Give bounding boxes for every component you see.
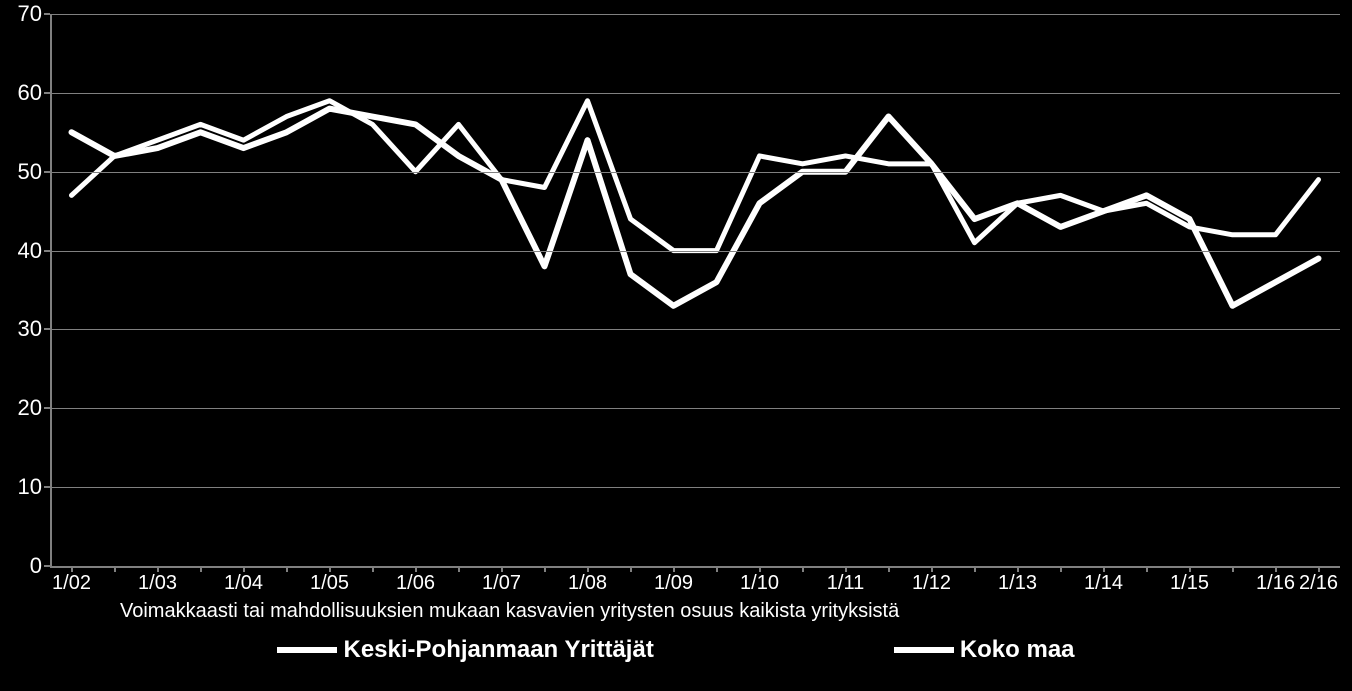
x-axis-label: 1/08 xyxy=(568,572,607,595)
x-tick xyxy=(1232,566,1234,572)
legend-marker xyxy=(277,647,337,653)
grid-line xyxy=(50,14,1340,15)
x-tick xyxy=(286,566,288,572)
x-tick xyxy=(372,566,374,572)
x-axis-label: 1/07 xyxy=(482,572,521,595)
x-axis-label: 1/09 xyxy=(654,572,693,595)
x-tick xyxy=(888,566,890,572)
x-tick xyxy=(200,566,202,572)
legend-item-series2: Koko maa xyxy=(894,636,1075,664)
x-tick xyxy=(630,566,632,572)
grid-line xyxy=(50,251,1340,252)
x-tick xyxy=(716,566,718,572)
grid-line xyxy=(50,93,1340,94)
x-axis-label: 1/11 xyxy=(827,572,864,595)
x-axis-label: 1/05 xyxy=(310,572,349,595)
x-axis-label: 1/14 xyxy=(1084,572,1123,595)
x-axis-label: 1/15 xyxy=(1170,572,1209,595)
y-tick xyxy=(44,171,50,173)
y-axis-label: 20 xyxy=(2,395,42,421)
x-tick xyxy=(802,566,804,572)
y-tick xyxy=(44,407,50,409)
x-axis-label: 2/16 xyxy=(1299,572,1338,595)
legend-marker xyxy=(894,647,954,653)
x-axis-label: 1/03 xyxy=(138,572,177,595)
plot-area xyxy=(50,14,1340,566)
grid-line xyxy=(50,408,1340,409)
x-axis-label: 1/16 xyxy=(1256,572,1295,595)
y-tick xyxy=(44,486,50,488)
legend-item-series1: Keski-Pohjanmaan Yrittäjät xyxy=(277,636,653,664)
y-axis-label: 70 xyxy=(2,1,42,27)
y-axis-label: 50 xyxy=(2,159,42,185)
x-tick xyxy=(114,566,116,572)
x-tick xyxy=(544,566,546,572)
y-axis-label: 60 xyxy=(2,80,42,106)
x-axis-label: 1/06 xyxy=(396,572,435,595)
y-tick xyxy=(44,250,50,252)
x-axis-label: 1/02 xyxy=(52,572,91,595)
grid-line xyxy=(50,487,1340,488)
x-tick xyxy=(1146,566,1148,572)
grid-line xyxy=(50,329,1340,330)
y-tick xyxy=(44,13,50,15)
x-axis-label: 1/12 xyxy=(912,572,951,595)
x-tick xyxy=(974,566,976,572)
chart-subtitle: Voimakkaasti tai mahdollisuuksien mukaan… xyxy=(120,600,899,623)
y-tick xyxy=(44,92,50,94)
y-tick xyxy=(44,328,50,330)
x-tick xyxy=(1060,566,1062,572)
x-axis-label: 1/13 xyxy=(998,572,1037,595)
data-line-series2 xyxy=(72,101,1319,251)
y-axis-label: 0 xyxy=(2,553,42,579)
legend-label: Keski-Pohjanmaan Yrittäjät xyxy=(343,636,653,664)
chart-legend: Keski-Pohjanmaan Yrittäjät Koko maa xyxy=(0,636,1352,664)
chart-svg xyxy=(50,14,1340,566)
y-tick xyxy=(44,565,50,567)
x-axis-label: 1/10 xyxy=(740,572,779,595)
y-axis-line xyxy=(50,14,52,566)
y-axis-label: 40 xyxy=(2,238,42,264)
legend-label: Koko maa xyxy=(960,636,1075,664)
y-axis-label: 10 xyxy=(2,474,42,500)
grid-line xyxy=(50,172,1340,173)
x-axis-label: 1/04 xyxy=(224,572,263,595)
chart-container: Voimakkaasti tai mahdollisuuksien mukaan… xyxy=(0,0,1352,691)
y-axis-label: 30 xyxy=(2,316,42,342)
x-tick xyxy=(458,566,460,572)
